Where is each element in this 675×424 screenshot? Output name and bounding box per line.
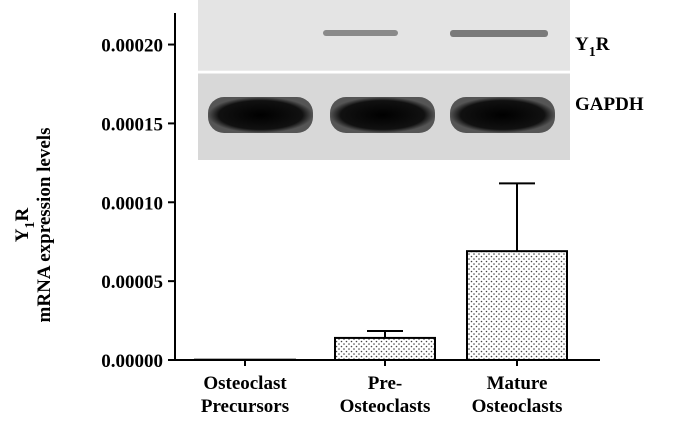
x-tick-label: Osteoclasts: [340, 396, 431, 417]
y-tick-label: 0.00000: [101, 351, 163, 372]
y-axis-title: Y1R mRNA expression levels: [12, 128, 55, 323]
x-tick-label: Osteoclasts: [472, 396, 563, 417]
inset-label: GAPDH: [575, 94, 644, 115]
y-tick-label: 0.00020: [101, 36, 163, 57]
svg-text:mRNA expression levels: mRNA expression levels: [34, 128, 55, 323]
x-tick-label: Osteoclast: [203, 373, 287, 394]
y-tick-label: 0.00005: [101, 272, 163, 293]
y-tick-label: 0.00010: [101, 193, 163, 214]
x-tick-label: Mature: [487, 373, 548, 394]
x-tick-label: Pre-: [368, 373, 402, 394]
inset-label: Y1R: [575, 34, 610, 60]
x-tick-label: Precursors: [201, 396, 289, 417]
gel-inset: Y1R GAPDH: [198, 0, 644, 160]
y-tick-label: 0.00015: [101, 114, 163, 135]
bar: [467, 251, 567, 360]
bar: [335, 338, 435, 360]
